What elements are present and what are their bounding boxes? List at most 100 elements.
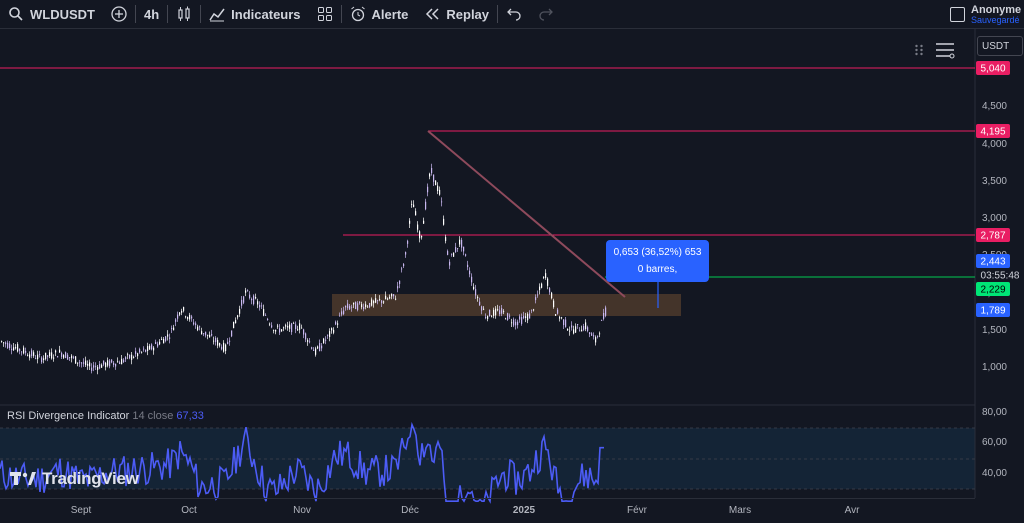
candle-body bbox=[217, 340, 219, 346]
candle-body bbox=[509, 315, 511, 317]
interval-button[interactable]: 4h bbox=[136, 0, 167, 29]
candle-body bbox=[9, 343, 11, 349]
candle-body bbox=[149, 345, 151, 350]
candle-body bbox=[293, 322, 295, 324]
candle-body bbox=[183, 307, 185, 311]
candle-body bbox=[327, 334, 329, 336]
candle-body bbox=[113, 362, 115, 365]
candle-body bbox=[481, 306, 483, 311]
candle-body bbox=[381, 300, 383, 304]
candle-body bbox=[257, 301, 259, 305]
candle-body bbox=[47, 355, 49, 357]
candle-body bbox=[209, 334, 211, 338]
candle-body bbox=[143, 348, 145, 350]
support-zone[interactable] bbox=[332, 294, 681, 316]
candle-body bbox=[457, 248, 459, 249]
time-axis[interactable]: Sept Oct Nov Déc 2025 Févr Mars Avr bbox=[0, 498, 975, 523]
candle-body bbox=[11, 348, 13, 350]
candle-body bbox=[349, 305, 351, 310]
candle-body bbox=[439, 189, 441, 195]
candle-body bbox=[595, 337, 597, 343]
candle-body bbox=[527, 313, 529, 321]
candle-body bbox=[65, 352, 67, 359]
price-tag-2443-text: 2,443 bbox=[980, 257, 1005, 268]
alert-button[interactable]: Alerte bbox=[342, 0, 417, 29]
candle-body bbox=[565, 319, 567, 327]
redo-button[interactable] bbox=[530, 0, 562, 29]
measure-info-box[interactable]: 0,653 (36,52%) 653 0 barres, bbox=[606, 240, 709, 282]
candle-body bbox=[599, 333, 601, 335]
symbol-label: WLDUSDT bbox=[30, 6, 95, 22]
candle-body bbox=[413, 204, 415, 208]
candle-body bbox=[379, 299, 381, 301]
candle-body bbox=[213, 340, 215, 342]
candle-body bbox=[579, 330, 581, 332]
candle-body bbox=[223, 342, 225, 352]
candle-body bbox=[231, 330, 233, 337]
rsi-axis[interactable]: 80,00 60,00 40,00 bbox=[982, 407, 1007, 479]
candle-body bbox=[35, 358, 37, 360]
candle-body bbox=[141, 351, 143, 353]
candle-body bbox=[165, 336, 167, 342]
price-tag-1789: 1,789 bbox=[976, 303, 1010, 317]
candle-body bbox=[449, 261, 451, 266]
candle-body bbox=[41, 357, 43, 363]
candle-body bbox=[347, 303, 349, 309]
undo-button[interactable] bbox=[498, 0, 530, 29]
candle-body bbox=[477, 296, 479, 299]
candle-body bbox=[93, 365, 95, 368]
candle-body bbox=[175, 319, 177, 322]
candle-body bbox=[5, 342, 7, 345]
rsi-tick-label: 60,00 bbox=[982, 437, 1007, 448]
candle-body bbox=[19, 348, 21, 351]
candle-body bbox=[297, 329, 299, 331]
candle-body bbox=[409, 220, 411, 224]
candle-body bbox=[145, 349, 147, 352]
candle-body bbox=[203, 333, 205, 335]
replay-button[interactable]: Replay bbox=[416, 0, 497, 29]
indicators-button[interactable]: Indicateurs bbox=[201, 0, 308, 29]
candle-body bbox=[463, 246, 465, 252]
fullscreen-icon[interactable] bbox=[950, 7, 965, 22]
candle-body bbox=[153, 347, 155, 351]
candle-body bbox=[539, 286, 541, 291]
candle-body bbox=[125, 357, 127, 360]
candle-body bbox=[557, 309, 559, 314]
rsi-legend[interactable]: RSI Divergence Indicator 14 close 67,33 bbox=[7, 410, 204, 422]
candle-body bbox=[291, 323, 293, 333]
price-tag-1789-text: 1,789 bbox=[980, 306, 1005, 317]
account-area[interactable]: Anonyme Sauvegardé bbox=[950, 0, 1024, 29]
candle-body bbox=[391, 293, 393, 297]
symbol-search[interactable]: WLDUSDT bbox=[0, 0, 103, 29]
candle-body bbox=[197, 326, 199, 331]
time-axis-label: Oct bbox=[181, 505, 197, 516]
chart-area[interactable]: 4,5004,0003,5003,0002,5002,0001,5001,000… bbox=[0, 29, 1024, 523]
candle-body bbox=[523, 315, 525, 319]
candle-body bbox=[283, 327, 285, 329]
candle-body bbox=[473, 286, 475, 290]
candle-body bbox=[179, 312, 181, 315]
candle-body bbox=[75, 356, 77, 364]
chart-menu-button[interactable] bbox=[910, 36, 970, 64]
candle-body bbox=[575, 326, 577, 333]
alarm-clock-icon bbox=[350, 6, 365, 22]
candle-body bbox=[85, 360, 87, 366]
currency-selector[interactable]: USDT bbox=[977, 36, 1023, 56]
candle-body bbox=[177, 314, 179, 319]
candle-body bbox=[451, 253, 453, 255]
candle-body bbox=[181, 310, 183, 313]
candle-body bbox=[533, 309, 535, 311]
compare-symbol-button[interactable] bbox=[103, 0, 135, 29]
chart-type-button[interactable] bbox=[168, 0, 200, 29]
candle-body bbox=[471, 276, 473, 283]
time-axis-label: Nov bbox=[293, 505, 311, 516]
chart-canvas[interactable]: 4,5004,0003,5003,0002,5002,0001,5001,000… bbox=[0, 29, 1024, 523]
layout-button[interactable] bbox=[309, 0, 341, 29]
trendline[interactable] bbox=[427, 130, 626, 298]
drag-handle-icon bbox=[915, 44, 923, 56]
candle-body bbox=[103, 360, 105, 365]
candle-body bbox=[357, 303, 359, 311]
candle-body bbox=[261, 305, 263, 307]
candle-body bbox=[201, 331, 203, 335]
account-name: Anonyme bbox=[971, 3, 1022, 16]
